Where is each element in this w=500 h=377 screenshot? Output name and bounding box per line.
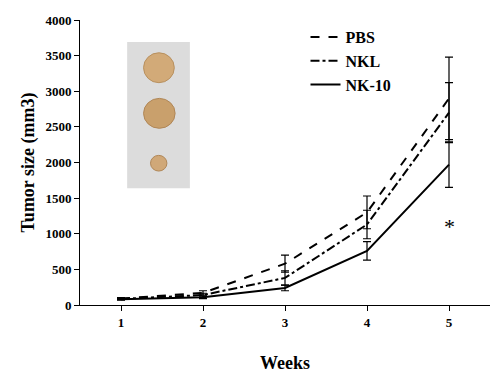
svg-text:Tumor size (mm3): Tumor size (mm3) — [18, 93, 39, 233]
svg-text:2500: 2500 — [45, 119, 71, 134]
svg-text:2000: 2000 — [45, 155, 71, 170]
svg-text:4: 4 — [364, 315, 371, 330]
svg-text:500: 500 — [52, 262, 72, 277]
svg-text:3500: 3500 — [45, 48, 71, 63]
svg-text:NKL: NKL — [346, 53, 381, 70]
svg-text:1000: 1000 — [45, 226, 71, 241]
svg-text:*: * — [444, 214, 455, 239]
svg-text:5: 5 — [446, 315, 453, 330]
svg-text:1500: 1500 — [45, 191, 71, 206]
svg-text:3000: 3000 — [45, 84, 71, 99]
svg-text:3: 3 — [282, 315, 289, 330]
svg-text:PBS: PBS — [346, 29, 375, 46]
svg-text:0: 0 — [65, 298, 72, 313]
svg-text:4000: 4000 — [45, 13, 71, 28]
svg-text:NK-10: NK-10 — [346, 77, 391, 94]
svg-text:1: 1 — [118, 315, 125, 330]
svg-text:Weeks: Weeks — [260, 353, 310, 373]
svg-text:2: 2 — [200, 315, 207, 330]
